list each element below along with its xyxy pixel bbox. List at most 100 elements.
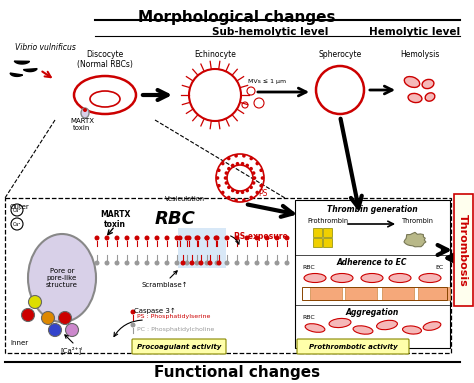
- Text: Ca²: Ca²: [13, 208, 21, 213]
- Circle shape: [195, 236, 201, 241]
- Circle shape: [135, 236, 139, 241]
- Ellipse shape: [425, 93, 435, 101]
- Circle shape: [234, 154, 238, 158]
- Circle shape: [145, 236, 149, 241]
- Circle shape: [174, 260, 180, 265]
- Circle shape: [249, 167, 253, 170]
- Circle shape: [225, 260, 229, 265]
- Text: [Ca²⁺]ᴵ: [Ca²⁺]ᴵ: [61, 346, 83, 354]
- Circle shape: [115, 260, 119, 265]
- Circle shape: [48, 324, 62, 337]
- Text: PC : Phosphatidylcholine: PC : Phosphatidylcholine: [137, 327, 214, 332]
- Circle shape: [264, 260, 270, 265]
- Bar: [323, 238, 332, 247]
- Text: MARTX
toxin: MARTX toxin: [70, 118, 94, 131]
- Circle shape: [11, 218, 23, 230]
- Circle shape: [164, 260, 170, 265]
- Circle shape: [231, 164, 235, 167]
- Text: Echinocyte: Echinocyte: [194, 50, 236, 59]
- Bar: [302, 287, 447, 300]
- Circle shape: [204, 236, 210, 241]
- Circle shape: [135, 260, 139, 265]
- Bar: [313, 228, 322, 237]
- Text: Procoagulant activity: Procoagulant activity: [137, 344, 221, 350]
- Circle shape: [255, 260, 259, 265]
- Ellipse shape: [408, 93, 422, 103]
- Circle shape: [236, 190, 239, 194]
- Text: Thrombin: Thrombin: [402, 218, 434, 224]
- Circle shape: [235, 260, 239, 265]
- Circle shape: [186, 236, 191, 241]
- Text: MARTX
toxin: MARTX toxin: [100, 210, 130, 229]
- Circle shape: [145, 260, 149, 265]
- Circle shape: [130, 309, 136, 314]
- Ellipse shape: [361, 273, 383, 283]
- Circle shape: [249, 185, 253, 189]
- Text: Ca²: Ca²: [13, 221, 21, 226]
- Bar: [323, 228, 332, 237]
- Circle shape: [242, 198, 246, 202]
- Bar: [295, 200, 450, 348]
- Ellipse shape: [305, 324, 325, 332]
- Circle shape: [42, 311, 55, 324]
- Text: Adherence to EC: Adherence to EC: [337, 258, 407, 267]
- Text: Vesiculation: Vesiculation: [165, 196, 205, 202]
- Ellipse shape: [404, 77, 419, 87]
- Circle shape: [177, 236, 182, 241]
- Circle shape: [284, 236, 290, 241]
- Circle shape: [58, 311, 72, 324]
- Bar: [313, 238, 322, 247]
- Ellipse shape: [389, 273, 411, 283]
- Text: Inner: Inner: [10, 340, 28, 346]
- Circle shape: [245, 260, 249, 265]
- Text: PS: PS: [258, 190, 267, 198]
- Circle shape: [264, 236, 270, 241]
- Ellipse shape: [402, 326, 421, 334]
- Circle shape: [104, 260, 109, 265]
- Circle shape: [11, 204, 23, 216]
- Circle shape: [221, 191, 225, 194]
- Circle shape: [227, 196, 230, 199]
- Circle shape: [125, 260, 129, 265]
- Text: MVs ≤ 1 μm: MVs ≤ 1 μm: [248, 79, 286, 83]
- Polygon shape: [404, 232, 426, 247]
- Polygon shape: [14, 61, 29, 64]
- Text: Vibrio vulnificus: Vibrio vulnificus: [15, 43, 76, 52]
- Circle shape: [255, 162, 259, 165]
- Circle shape: [217, 169, 221, 172]
- Circle shape: [241, 162, 244, 165]
- Bar: [418, 287, 450, 300]
- Circle shape: [83, 108, 87, 112]
- Circle shape: [242, 154, 246, 158]
- Circle shape: [216, 176, 219, 180]
- Circle shape: [104, 236, 109, 241]
- Circle shape: [155, 236, 159, 241]
- Ellipse shape: [419, 273, 441, 283]
- Text: RBC: RBC: [302, 265, 315, 270]
- Circle shape: [155, 260, 159, 265]
- Circle shape: [261, 176, 264, 180]
- Bar: [345, 287, 377, 300]
- Ellipse shape: [28, 234, 96, 322]
- Text: RBC: RBC: [155, 210, 195, 228]
- Text: PS exposure: PS exposure: [234, 232, 288, 241]
- Circle shape: [221, 162, 225, 165]
- Text: Pore or
pore-like
structure: Pore or pore-like structure: [46, 268, 78, 288]
- Text: Thrombosis: Thrombosis: [458, 214, 468, 286]
- Circle shape: [217, 184, 221, 188]
- Ellipse shape: [422, 79, 434, 88]
- Circle shape: [249, 196, 253, 199]
- Text: Morphological changes: Morphological changes: [138, 10, 336, 25]
- Text: Functional changes: Functional changes: [154, 365, 320, 380]
- Text: Caspase 3↑: Caspase 3↑: [134, 308, 176, 314]
- Text: EC: EC: [436, 265, 444, 270]
- Ellipse shape: [423, 322, 441, 330]
- Circle shape: [234, 198, 238, 202]
- Circle shape: [130, 322, 136, 327]
- Circle shape: [194, 236, 200, 241]
- Circle shape: [225, 236, 229, 241]
- Circle shape: [217, 260, 221, 265]
- Text: Hemolytic level: Hemolytic level: [369, 27, 461, 37]
- Circle shape: [225, 171, 228, 175]
- Circle shape: [215, 236, 219, 241]
